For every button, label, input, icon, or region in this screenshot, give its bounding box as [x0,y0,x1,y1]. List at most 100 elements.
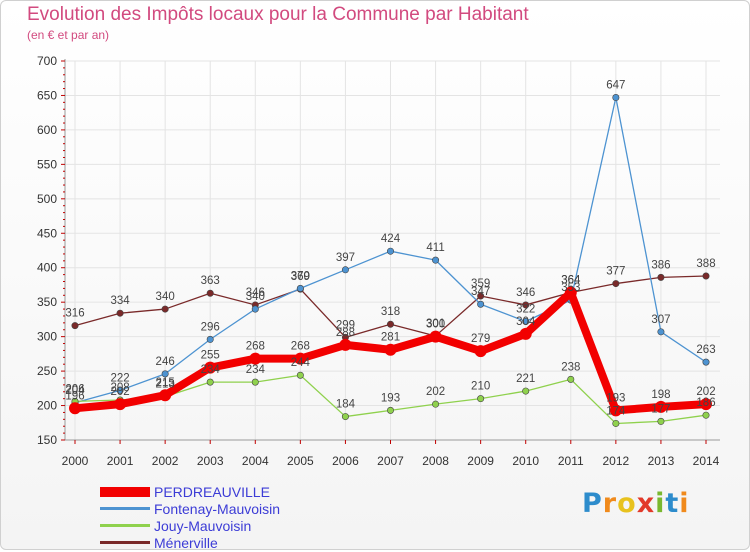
data-label: 304 [516,316,536,328]
x-tick-label: 2005 [287,454,314,468]
x-tick-label: 2006 [332,454,359,468]
y-tick-label: 400 [37,261,57,275]
data-label: 184 [336,399,356,411]
x-tick-label: 2009 [467,454,494,468]
x-tick-label: 2008 [422,454,449,468]
legend-swatch [100,541,150,544]
data-label: 388 [696,258,715,270]
data-point [657,273,665,281]
data-point [477,292,485,300]
data-label: 215 [156,377,175,389]
data-label: 364 [561,275,581,287]
y-tick-label: 650 [37,88,57,102]
data-point [251,378,259,386]
legend-label: Jouy-Mauvoisin [154,518,252,534]
y-tick-label: 250 [37,364,57,378]
data-label: 193 [381,392,400,404]
legend-swatch [100,524,150,527]
data-point [429,330,442,343]
x-tick-label: 2003 [197,454,224,468]
data-point [654,400,667,413]
data-label: 300 [426,319,445,331]
data-point [206,335,214,343]
data-label: 246 [156,356,175,368]
logo-letter: r [602,488,618,519]
data-label: 196 [65,390,84,402]
x-tick-label: 2014 [693,454,720,468]
data-point [296,371,304,379]
x-tick-label: 2013 [648,454,675,468]
data-label: 234 [201,364,221,376]
data-point [69,402,81,415]
axes [64,59,720,441]
data-label: 307 [651,314,670,326]
data-point [294,352,307,365]
x-tick-label: 2004 [242,454,269,468]
data-point [161,305,169,313]
data-label: 359 [471,278,490,290]
data-label: 244 [291,357,311,369]
chart-title: Evolution des Impôts locaux pour la Comm… [27,4,529,25]
data-label: 202 [696,386,715,398]
data-label: 411 [426,242,444,254]
x-tick-label: 2002 [152,454,179,468]
logo-letter: t [665,488,680,519]
data-point [386,320,394,328]
data-label: 353 [561,282,580,294]
data-label: 318 [381,306,400,318]
data-point [339,338,352,351]
data-label: 198 [651,389,670,401]
y-axis-ticks: 150 200 250 300 350 400 450 500 550 600 650 700 [37,54,65,447]
data-point [612,280,620,288]
data-point [386,247,394,255]
legend-label: Fontenay-Mauvoisin [154,501,281,517]
data-point [341,413,349,421]
data-label: 647 [606,80,625,92]
data-label: 296 [201,321,220,333]
x-tick-label: 2000 [62,454,89,468]
data-point [204,361,217,374]
data-label: 322 [516,303,535,315]
data-point [116,309,124,317]
data-label: 301 [426,318,445,330]
data-label: 204 [65,385,85,397]
data-point [432,400,440,408]
y-tick-label: 300 [37,330,57,344]
x-tick-label: 2007 [377,454,404,468]
data-point [249,352,262,365]
data-label: 186 [696,397,715,409]
data-point [474,345,487,358]
data-label: 347 [471,286,490,298]
x-tick-label: 2012 [603,454,630,468]
data-label: 340 [156,291,175,303]
data-label: 377 [606,266,625,278]
data-point [116,386,124,394]
data-label: 363 [201,275,220,287]
x-tick-label: 2001 [107,454,134,468]
data-label: 222 [110,372,129,384]
chart-subtitle: (en € et par an) [27,28,110,42]
data-point [612,419,620,427]
data-label: 288 [336,327,355,339]
logo-letter: P [582,488,603,519]
data-point [114,398,127,411]
data-point [296,284,304,292]
data-point [161,370,169,378]
data-label: 397 [336,252,355,264]
y-tick-label: 450 [37,226,57,240]
data-label: 202 [426,386,445,398]
data-label: 268 [246,341,265,353]
data-point [386,406,394,414]
data-label: 346 [516,287,535,299]
data-label: 299 [336,319,355,331]
data-point [564,286,577,299]
data-point [522,301,530,309]
data-label: 364 [561,275,581,287]
legend-label: PERDREAUVILLE [154,484,270,500]
data-point [477,395,485,403]
series-layer [69,94,712,427]
data-point [71,322,79,330]
data-point [522,387,530,395]
